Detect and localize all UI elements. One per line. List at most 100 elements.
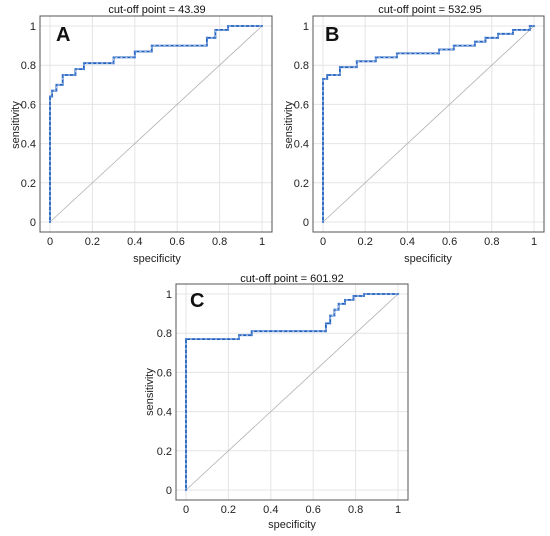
panel-b-x-tick-label: 0.6 <box>442 236 457 248</box>
panel-a-x-tick-label: 0.2 <box>85 236 100 248</box>
panel-b-title: cut-off point = 532.95 <box>378 4 481 16</box>
panel-c-title: cut-off point = 601.92 <box>240 273 343 285</box>
panel-c-y-tick-label: 0.8 <box>157 328 172 340</box>
panel-a-y-tick-label: 0 <box>30 217 36 229</box>
panel-b-roc-point <box>528 24 531 28</box>
panel-b-roc-point <box>484 40 487 43</box>
panel-c-roc-point <box>324 322 328 325</box>
panel-b-y-tick-label: 0.6 <box>294 99 309 111</box>
panel-c-x-tick-label: 0.8 <box>348 504 363 516</box>
panel-b-roc-point <box>338 73 341 77</box>
panel-c-roc-point <box>329 322 332 325</box>
panel-c-x-tick-label: 0.4 <box>263 504 278 516</box>
panel-b-roc-point <box>484 36 487 39</box>
panel-a-roc-point <box>226 24 230 28</box>
panel-c-y-tick-label: 1 <box>166 289 172 301</box>
panel-b-x-tick-label: 0 <box>320 236 326 248</box>
panel-a-roc-point <box>74 68 77 71</box>
panel-c-roc-point <box>343 298 347 301</box>
panel-c-frame <box>175 283 409 501</box>
panel-a-letter: A <box>56 24 70 46</box>
panel-c-y-tick-label: 0.6 <box>157 367 172 379</box>
panel-a-roc-point <box>214 28 217 32</box>
panel-b-plot: 0 0.2 0.4 0.6 0.8 1 0 0.2 0.4 0.6 0.8 1 <box>294 15 545 248</box>
panel-c-ylabel: sensitivity <box>144 368 156 416</box>
panel-a-x-tick-label: 0.4 <box>127 236 142 248</box>
panel-b-roc-point <box>374 56 377 59</box>
panel-a-title: cut-off point = 43.39 <box>108 4 205 16</box>
panel-a-roc-point <box>82 68 86 71</box>
panel-b-y-tick-label: 1 <box>303 21 309 33</box>
panel-b-roc-point <box>452 44 455 47</box>
panel-b-x-tick-label: 0.8 <box>484 236 499 248</box>
panel-c: 0 0.2 0.4 0.6 0.8 1 0 0.2 0.4 0.6 0.8 1 cut-off poi… <box>144 273 409 531</box>
panel-b-roc-point <box>326 77 329 81</box>
panel-c-roc-point <box>396 292 400 296</box>
panel-a-roc-point <box>205 44 208 47</box>
panel-b-xlabel: specificity <box>404 253 452 265</box>
panel-a-roc-point <box>260 24 264 28</box>
panel-a-frame <box>39 15 273 233</box>
panel-c-roc-point <box>333 308 336 311</box>
panel-b-y-tick-label: 0 <box>303 217 309 229</box>
panel-a-roc-point <box>133 50 136 53</box>
panel-a-x-tick-label: 0.6 <box>170 236 185 248</box>
panel-c-x-tick-label: 0 <box>183 504 189 516</box>
panel-b-frame <box>312 15 545 233</box>
panel-a-roc-point <box>48 95 52 98</box>
panel-c-roc-point <box>250 330 253 333</box>
panel-a-roc-point <box>55 83 58 86</box>
panel-c-roc-point <box>237 334 241 337</box>
panel-a: 0 0.2 0.4 0.6 0.8 1 0 0.2 0.4 0.6 0.8 1 cut-off poi… <box>10 4 273 265</box>
panel-b-y-tick-label: 0.8 <box>294 60 309 72</box>
panel-b-letter: B <box>325 24 339 46</box>
panel-a-roc-point <box>61 73 64 77</box>
panel-a-plot: 0 0.2 0.4 0.6 0.8 1 0 0.2 0.4 0.6 0.8 1 <box>21 15 273 248</box>
panel-a-roc-point <box>61 83 64 86</box>
panel-c-x-tick-label: 0.2 <box>221 504 236 516</box>
panel-c-roc-point <box>362 292 366 296</box>
panel-b-roc-point <box>497 32 500 35</box>
panel-b-x-tick-label: 0.4 <box>400 236 415 248</box>
panel-b-roc-point <box>528 28 531 32</box>
panel-c-roc-point <box>250 334 253 337</box>
panel-a-roc-point <box>55 89 58 92</box>
panel-a-ylabel: sensitivity <box>10 101 22 149</box>
panel-a-y-tick-label: 0.8 <box>21 60 36 72</box>
panel-b-roc-point <box>532 24 536 28</box>
panel-b-ylabel: sensitivity <box>283 101 295 149</box>
panel-b-roc-point <box>355 60 358 63</box>
panel-a-roc-point <box>150 50 153 53</box>
panel-b-roc-point <box>511 32 514 35</box>
panel-c-xlabel: specificity <box>268 519 316 531</box>
panel-b-roc-point <box>355 66 358 69</box>
panel-b-roc-point <box>437 52 441 55</box>
panel-c-x-tick-label: 1 <box>395 504 401 516</box>
panel-b-roc-point <box>321 220 325 224</box>
panel-b-reference-diagonal <box>322 25 535 223</box>
panel-b-y-tick-label: 0.2 <box>294 178 309 190</box>
panel-b-roc-point <box>395 52 398 55</box>
panel-a-roc-point <box>226 28 230 32</box>
panel-a-roc-point <box>48 220 52 224</box>
panel-c-roc-point <box>352 298 355 301</box>
panel-c-y-tick-label: 0 <box>166 485 172 497</box>
panel-a-x-tick-label: 1 <box>259 236 265 248</box>
panel-a-xlabel: specificity <box>133 253 181 265</box>
panel-a-y-tick-label: 0.6 <box>21 99 36 111</box>
panel-a-roc-point <box>205 36 208 39</box>
panel-b-roc-point <box>321 77 325 81</box>
panel-b-roc-point <box>497 36 500 39</box>
panel-a-roc-point <box>133 56 136 59</box>
panel-a-roc-point <box>74 73 77 77</box>
panel-a-roc-point <box>82 62 86 65</box>
panel-c-roc-point <box>362 294 366 298</box>
panel-c-roc-point <box>337 308 340 311</box>
panel-b-roc-curve-dots <box>322 25 534 222</box>
panel-a-x-tick-label: 0.8 <box>212 236 227 248</box>
panel-c-roc-point <box>343 302 347 305</box>
panel-a-y-tick-label: 1 <box>30 21 36 33</box>
panel-b-x-tick-label: 1 <box>531 236 537 248</box>
panel-c-x-tick-label: 0.6 <box>306 504 321 516</box>
